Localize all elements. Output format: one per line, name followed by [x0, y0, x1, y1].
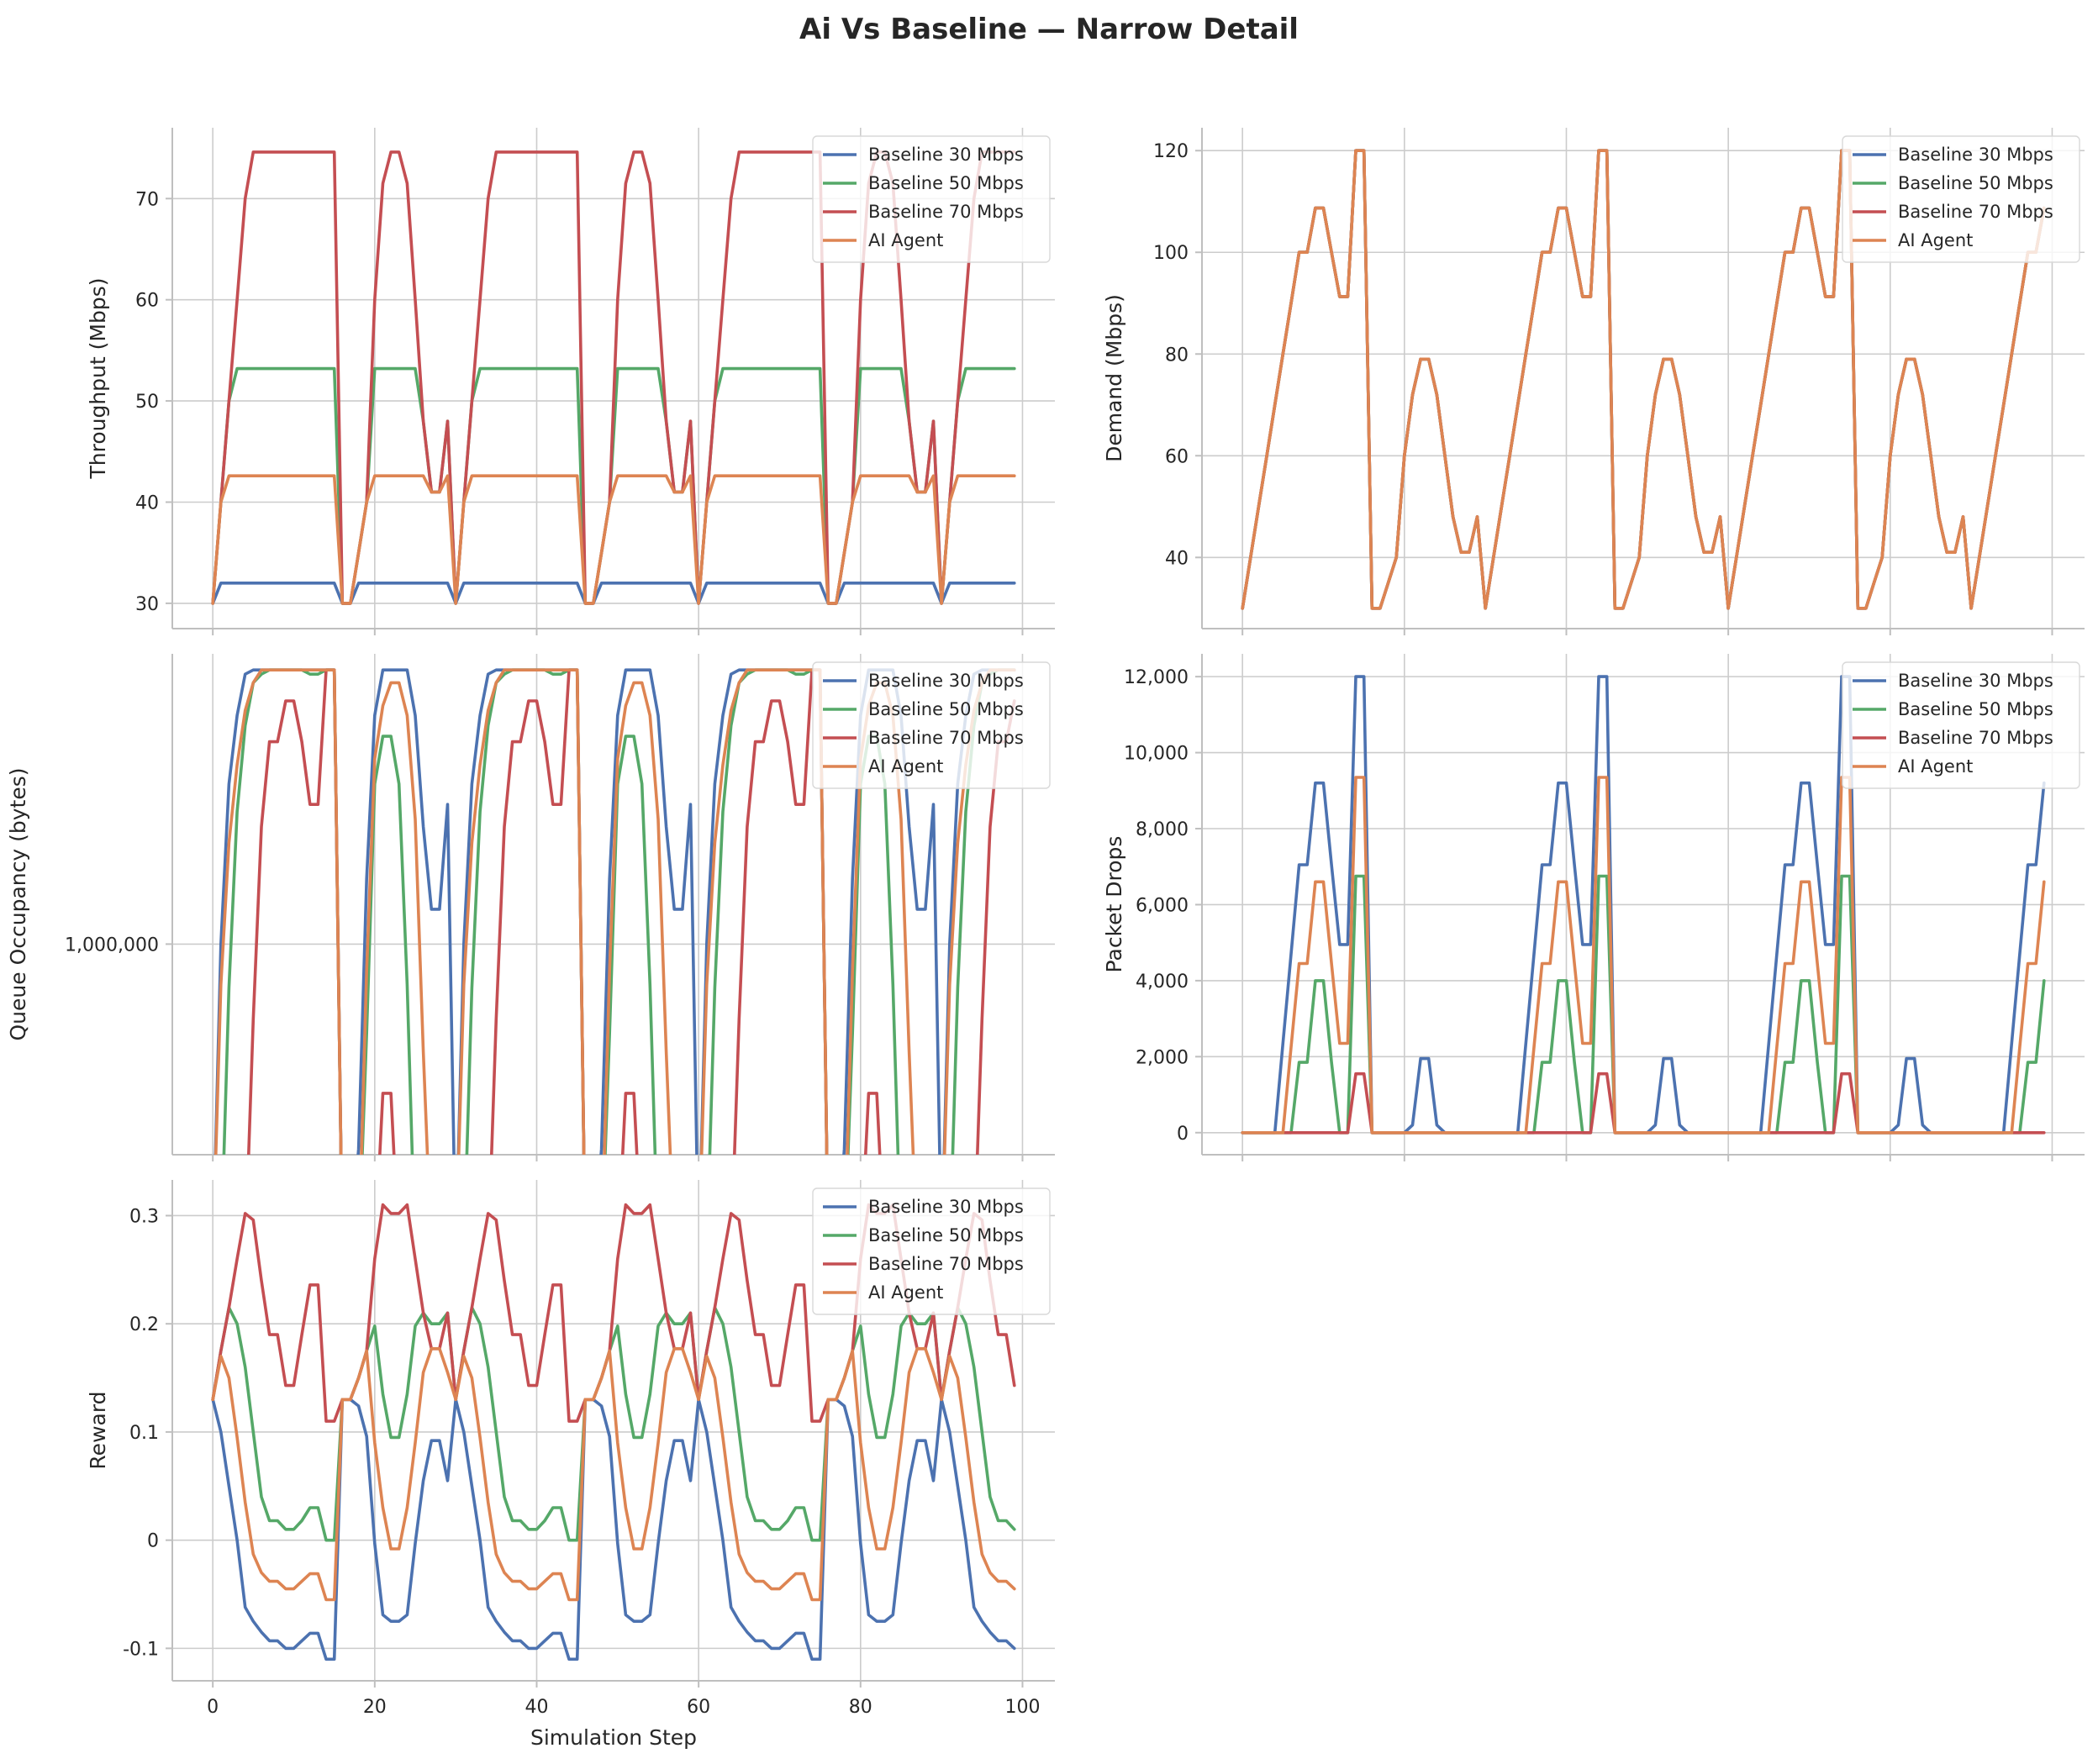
legend-label: AI Agent — [868, 230, 943, 250]
legend-box — [812, 661, 1051, 789]
y-axis-label: Queue Occupancy (bytes) — [6, 768, 30, 1041]
x-tick-label: 20 — [363, 1697, 387, 1718]
y-tick-label: 80 — [1165, 345, 1189, 366]
legend-label: Baseline 30 Mbps — [1898, 145, 2053, 165]
y-axis-label: Demand (Mbps) — [1102, 294, 1126, 462]
legend: Baseline 30 Mbps Baseline 50 Mbps Baseline… — [1842, 661, 2080, 789]
panel-middle-left: 1,000,000 Queue Occupancy (bytes) Baseline… — [6, 654, 1055, 1161]
legend-label: Baseline 50 Mbps — [1898, 699, 2053, 719]
series-line-baseline-50-mbps — [1241, 874, 2046, 1135]
legend-label: Baseline 70 Mbps — [868, 728, 1024, 748]
y-tick-label: 1,000,000 — [65, 935, 159, 956]
y-tick-label: 12,000 — [1124, 667, 1189, 688]
y-tick-label: 0 — [1177, 1124, 1189, 1145]
y-tick-label: 100 — [1153, 243, 1189, 264]
legend-label: Baseline 70 Mbps — [1898, 728, 2053, 748]
y-tick-label: 6,000 — [1136, 895, 1189, 916]
legend-label: AI Agent — [868, 756, 943, 777]
y-tick-label: 0.3 — [129, 1206, 159, 1227]
y-tick-label: 70 — [135, 189, 159, 210]
legend-label: AI Agent — [868, 1282, 943, 1303]
y-axis-label: Throughput (Mbps) — [86, 277, 110, 479]
y-tick-label: 0 — [147, 1531, 159, 1552]
legend-label: Baseline 50 Mbps — [868, 699, 1024, 719]
series-line-ai-agent — [211, 474, 1016, 605]
y-tick-label: 10,000 — [1124, 744, 1189, 765]
y-tick-label: 60 — [1165, 446, 1189, 467]
legend-label: Baseline 30 Mbps — [868, 145, 1024, 165]
legend: Baseline 30 Mbps Baseline 50 Mbps Baseline… — [812, 135, 1051, 263]
x-tick-label: 80 — [849, 1697, 872, 1718]
series-line-ai-agent — [1241, 776, 2046, 1135]
legend-box — [812, 1187, 1051, 1315]
y-tick-label: 120 — [1153, 141, 1189, 162]
legend-label: Baseline 30 Mbps — [1898, 671, 2053, 691]
plot-area — [1241, 675, 2046, 1135]
panel-bottom-left: -0.1 0 0.1 0.2 0.3 0 20 40 60 80 100 Reward Simulati… — [86, 1180, 1055, 1750]
legend-label: AI Agent — [1898, 230, 1973, 250]
y-tick-label: 60 — [135, 291, 159, 312]
legend-label: Baseline 50 Mbps — [868, 173, 1024, 193]
plot-area — [1241, 149, 2046, 610]
legend-label: Baseline 70 Mbps — [1898, 202, 2053, 222]
y-tick-label: 30 — [135, 594, 159, 615]
y-tick-label: 4,000 — [1136, 972, 1189, 993]
x-tick-label: 100 — [1004, 1697, 1040, 1718]
panel-top-left: 30 40 50 60 70 Throughput (Mbps) Baseline 30 M… — [86, 128, 1055, 635]
panel-top-right: 40 60 80 100 120 Demand (Mbps) Baseline 30 Mbp… — [1102, 128, 2085, 635]
y-tick-label: 0.1 — [129, 1423, 159, 1444]
series-line-baseline-30-mbps — [211, 582, 1016, 605]
y-tick-label: 8,000 — [1136, 819, 1189, 840]
series-line-ai-agent — [1241, 149, 2046, 610]
legend: Baseline 30 Mbps Baseline 50 Mbps Baseline… — [1842, 135, 2080, 263]
legend-box — [812, 135, 1051, 263]
y-tick-label: 50 — [135, 392, 159, 413]
y-tick-label: 2,000 — [1136, 1047, 1189, 1068]
x-tick-label: 60 — [687, 1697, 710, 1718]
legend-label: AI Agent — [1898, 756, 1973, 777]
x-axis-label: Simulation Step — [530, 1725, 697, 1750]
y-tick-label: 40 — [135, 492, 159, 513]
y-tick-label: 40 — [1165, 548, 1189, 569]
figure-title: Ai Vs Baseline — Narrow Detail — [799, 13, 1299, 46]
y-tick-label: 0.2 — [129, 1314, 159, 1335]
x-tick-label: 0 — [207, 1697, 219, 1718]
legend-label: Baseline 70 Mbps — [868, 202, 1024, 222]
y-axis-label: Reward — [86, 1391, 110, 1469]
legend-box — [1842, 661, 2080, 789]
x-tick-label: 40 — [524, 1697, 548, 1718]
series-line-ai-agent — [211, 1347, 1016, 1602]
legend-box — [1842, 135, 2080, 263]
y-axis-label: Packet Drops — [1102, 836, 1126, 973]
legend-label: Baseline 50 Mbps — [868, 1225, 1024, 1245]
legend: Baseline 30 Mbps Baseline 50 Mbps Baseline… — [812, 1187, 1051, 1315]
legend: Baseline 30 Mbps Baseline 50 Mbps Baseline… — [812, 661, 1051, 789]
legend-label: Baseline 50 Mbps — [1898, 173, 2053, 193]
legend-label: Baseline 70 Mbps — [868, 1254, 1024, 1274]
y-tick-label: -0.1 — [123, 1639, 159, 1660]
panel-middle-right: 0 2,000 4,000 6,000 8,000 10,000 12,000 Packet … — [1102, 654, 2085, 1161]
legend-label: Baseline 30 Mbps — [868, 1197, 1024, 1217]
legend-label: Baseline 30 Mbps — [868, 671, 1024, 691]
series-line-baseline-30-mbps — [211, 1398, 1016, 1661]
